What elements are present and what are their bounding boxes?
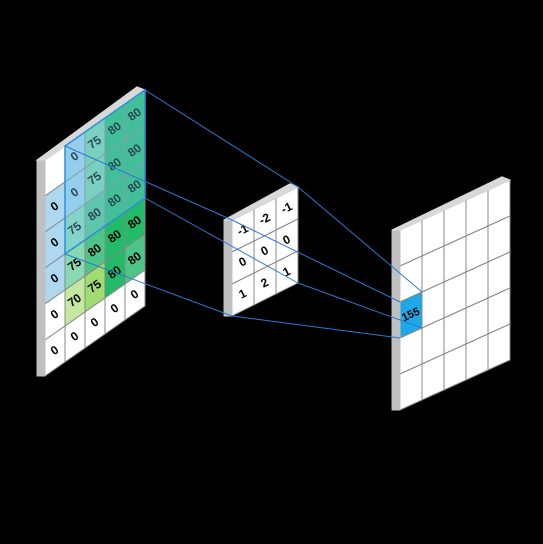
output-grid: 155 bbox=[400, 180, 510, 410]
convolution-diagram: 0758080007580800758080800758080800707580… bbox=[0, 0, 543, 544]
projection-line bbox=[232, 316, 400, 338]
projection-line bbox=[145, 90, 298, 187]
